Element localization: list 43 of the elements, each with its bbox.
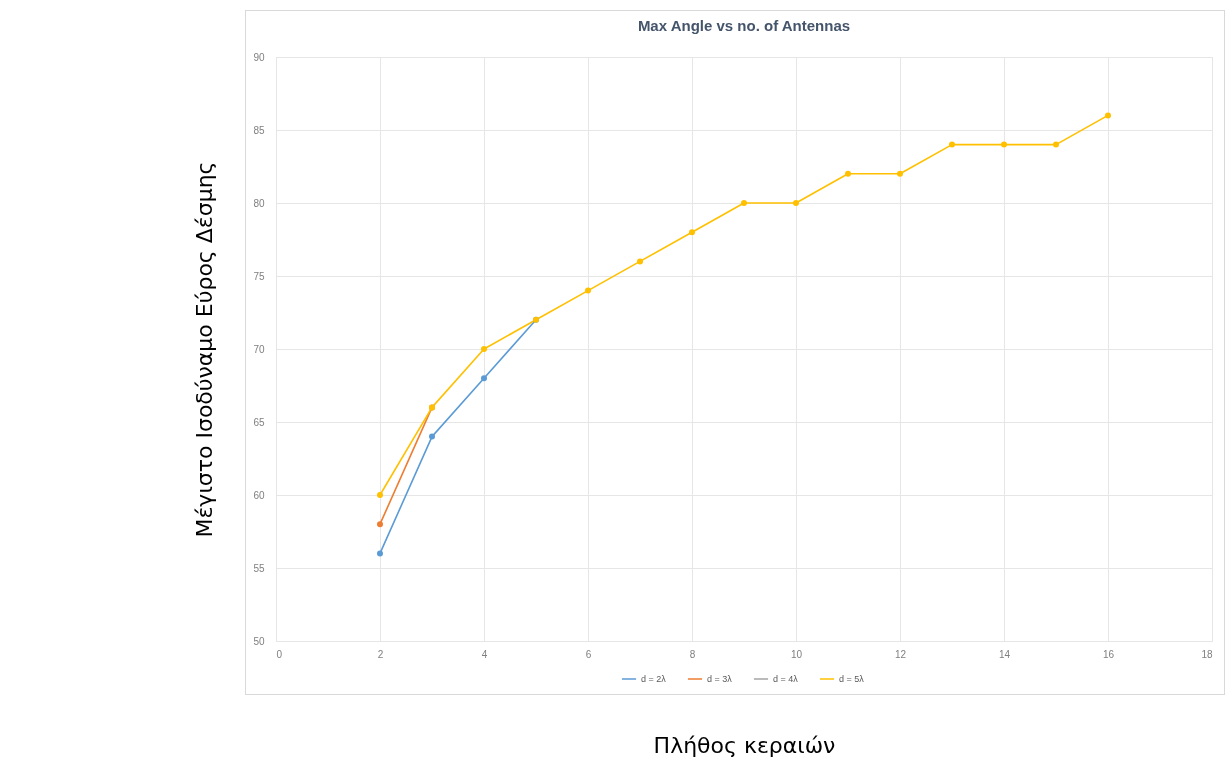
x-tick-label: 10 bbox=[790, 648, 803, 660]
point bbox=[377, 550, 383, 557]
point bbox=[741, 200, 747, 206]
legend-label: d = 3λ bbox=[707, 674, 733, 684]
x-tick-label: 18 bbox=[1201, 648, 1213, 660]
legend-label: d = 2λ bbox=[641, 674, 667, 684]
y-tick-label: 65 bbox=[253, 416, 265, 428]
y-axis-title: Μέγιστο Ισοδύναμο Εύρος Δέσμης bbox=[191, 161, 217, 538]
point bbox=[845, 170, 851, 177]
legend-label: d = 4λ bbox=[773, 674, 799, 684]
y-tick-label: 60 bbox=[253, 489, 265, 501]
legend-label: d = 5λ bbox=[839, 674, 865, 684]
y-tick-label: 80 bbox=[253, 197, 265, 209]
y-tick-label: 70 bbox=[253, 343, 265, 355]
point bbox=[585, 287, 591, 294]
x-axis-title: Πλήθος κεραιών bbox=[653, 732, 836, 758]
point bbox=[377, 492, 383, 498]
x-tick-label: 16 bbox=[1102, 648, 1115, 660]
point bbox=[689, 229, 695, 236]
x-tick-label: 6 bbox=[585, 648, 592, 660]
point bbox=[377, 521, 383, 528]
x-tick-label: 14 bbox=[998, 648, 1011, 660]
point bbox=[481, 375, 487, 382]
x-tick-label: 8 bbox=[689, 648, 696, 660]
point bbox=[429, 433, 435, 440]
y-tick-label: 55 bbox=[253, 562, 265, 574]
y-tick-label: 85 bbox=[253, 124, 265, 136]
x-tick-label: 4 bbox=[481, 648, 488, 660]
point bbox=[897, 170, 903, 177]
point bbox=[793, 200, 799, 206]
x-tick-label: 12 bbox=[894, 648, 907, 660]
point bbox=[1105, 112, 1111, 119]
point bbox=[949, 141, 955, 148]
chart-title: Max Angle vs no. of Antennas bbox=[637, 17, 851, 34]
point bbox=[637, 258, 643, 265]
y-tick-label: 90 bbox=[253, 51, 265, 63]
y-tick-label: 50 bbox=[253, 635, 265, 647]
point bbox=[481, 346, 487, 352]
point bbox=[1001, 141, 1007, 148]
y-tick-label: 75 bbox=[253, 270, 265, 282]
point bbox=[1053, 141, 1059, 148]
x-tick-label: 0 bbox=[276, 648, 283, 660]
x-tick-label: 2 bbox=[377, 648, 384, 660]
